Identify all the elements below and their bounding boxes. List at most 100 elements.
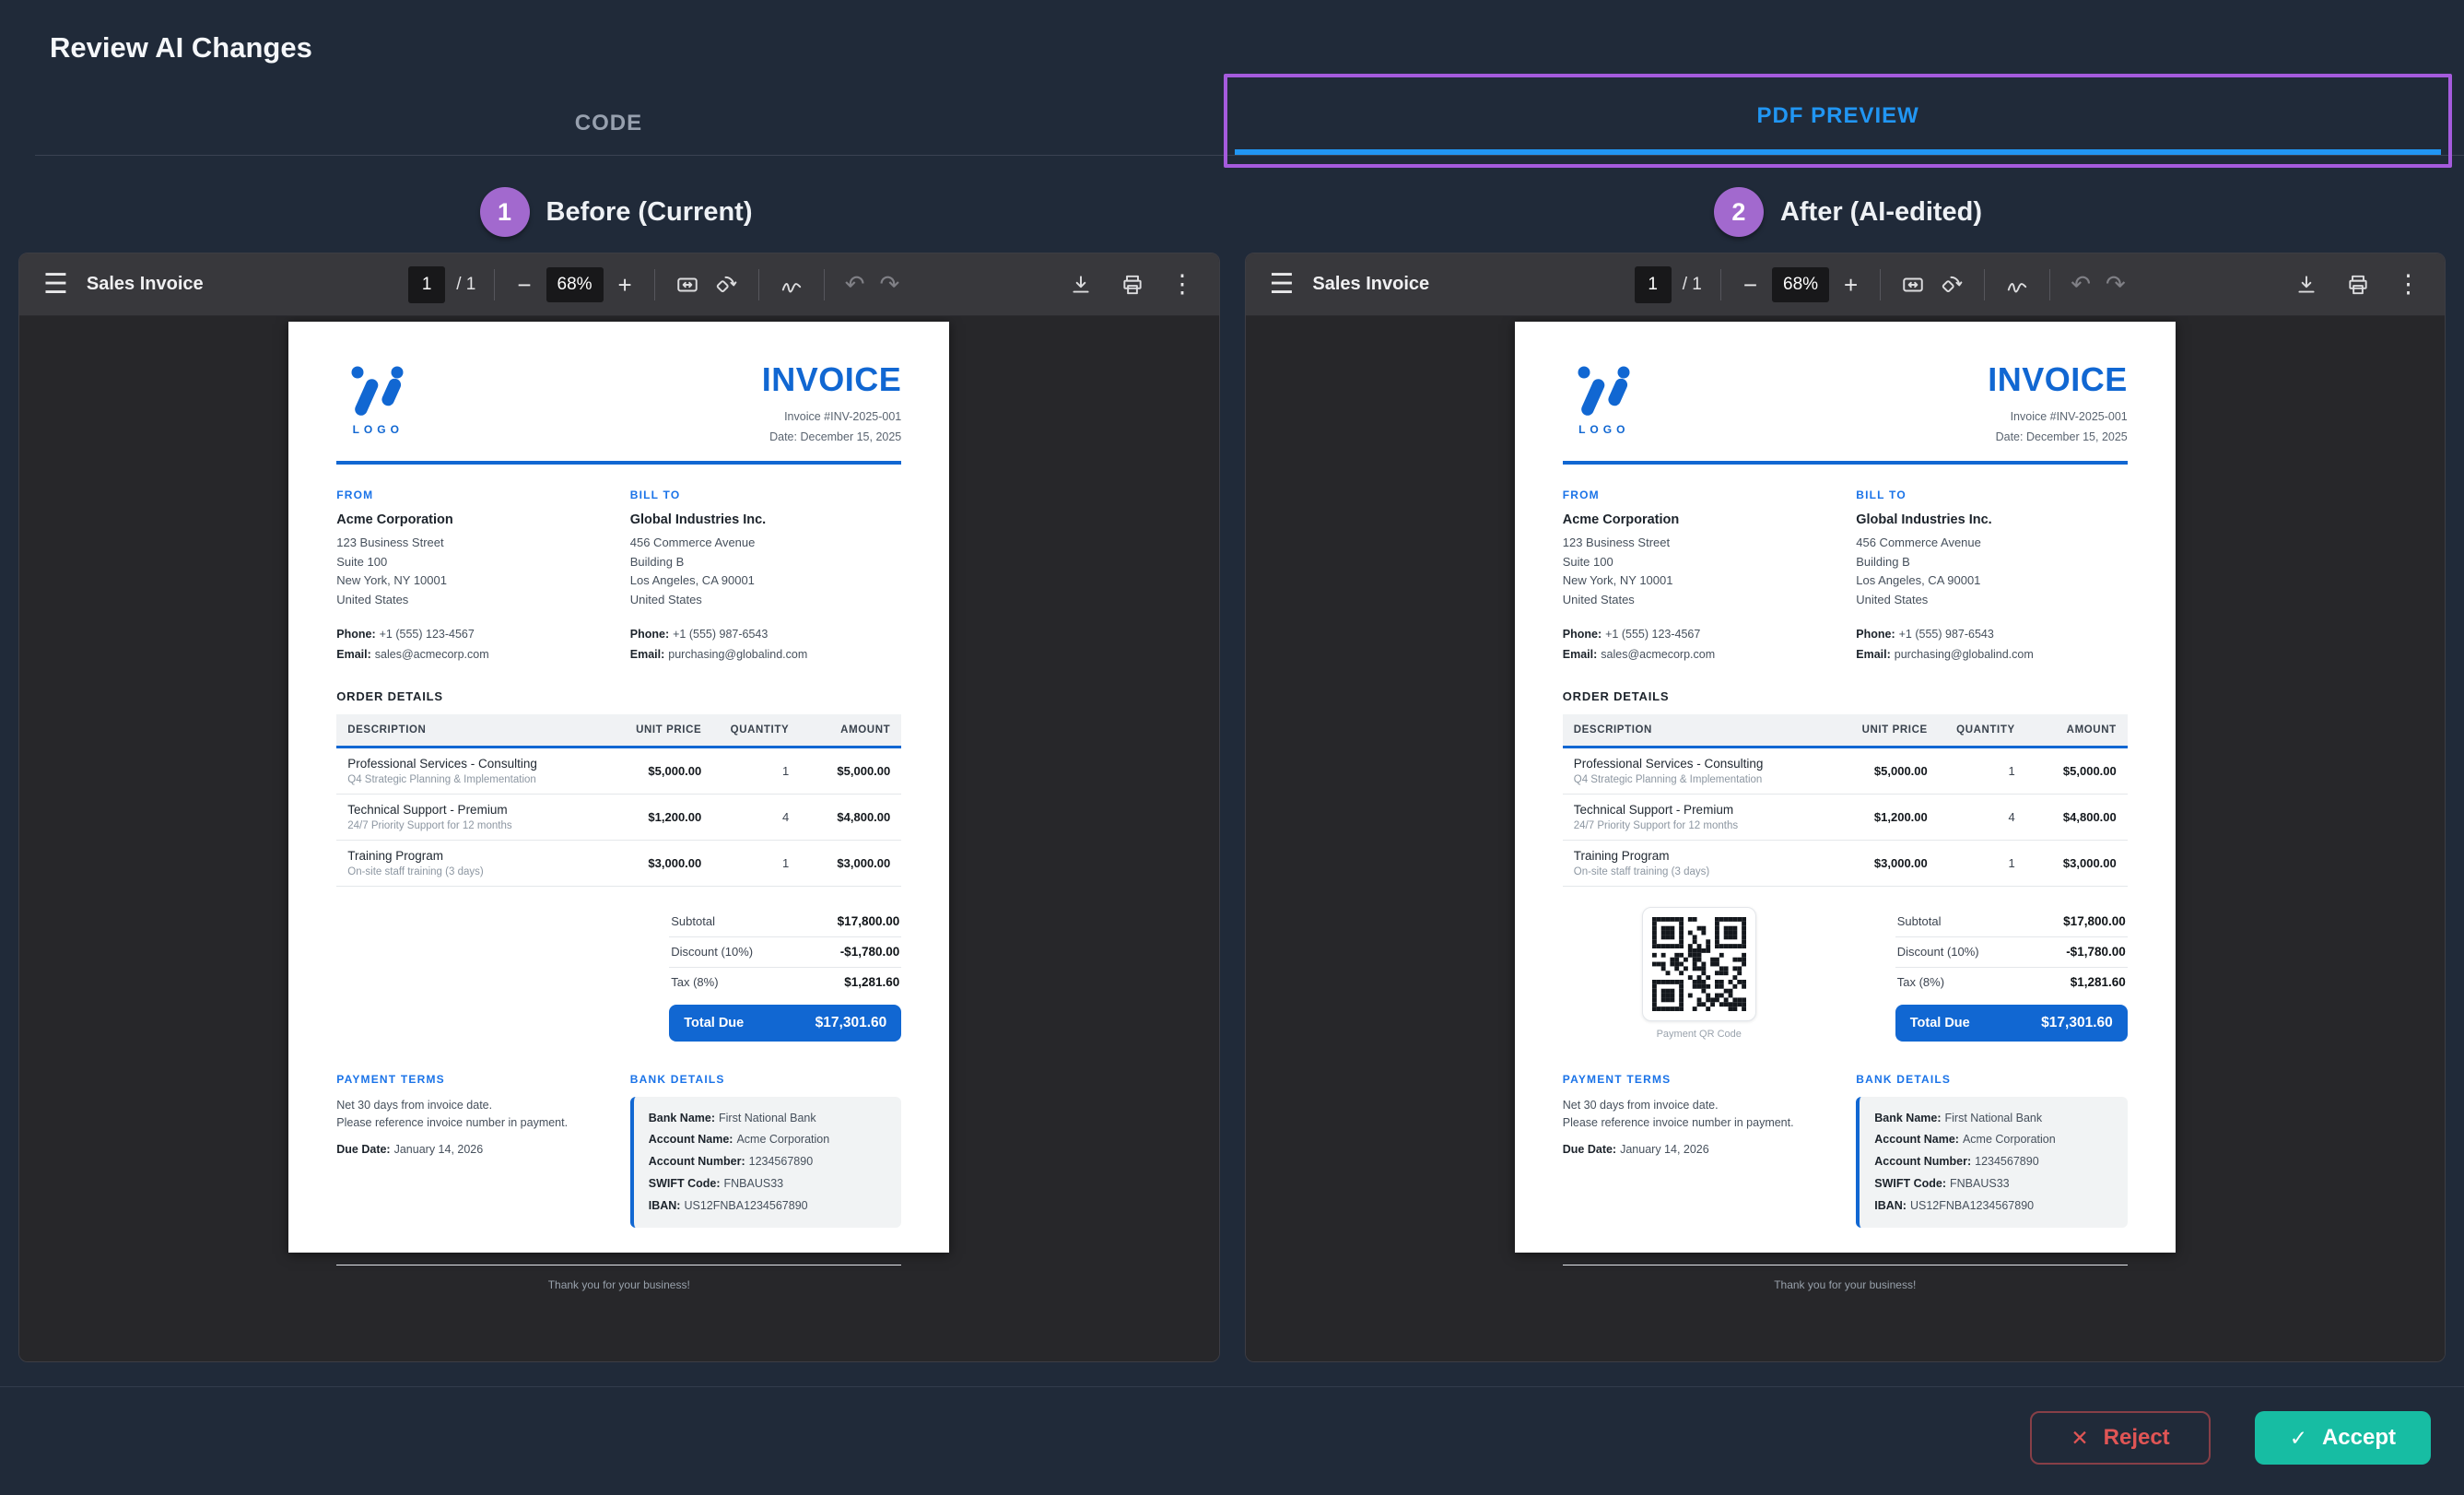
undo-icon[interactable]: ↶ — [2071, 270, 2091, 298]
parties-section: FROM Acme Corporation 123 Business Stree… — [336, 489, 901, 665]
company-logo: LOGO — [1563, 362, 1646, 436]
phone-value: +1 (555) 123-4567 — [379, 627, 475, 641]
payment-qr-code — [1641, 906, 1756, 1021]
discount-label: Discount (10%) — [671, 945, 754, 959]
invoice-title: INVOICE — [761, 360, 902, 398]
bank-field-value: First National Bank — [1944, 1111, 2043, 1124]
due-date-label: Due Date: — [336, 1143, 391, 1157]
rotate-icon[interactable] — [712, 271, 740, 299]
kebab-menu-icon[interactable]: ⋮ — [1169, 270, 1195, 298]
from-name: Acme Corporation — [336, 512, 453, 527]
bank-field-value: FNBAUS33 — [1950, 1176, 2010, 1190]
zoom-out-button[interactable]: − — [513, 271, 534, 299]
tax-row: Tax (8%) $1,281.60 — [669, 968, 901, 997]
tab-pdf-preview[interactable]: PDF PREVIEW — [1224, 74, 2452, 168]
pdf-scroll-area[interactable]: LOGO INVOICE Invoice #INV-2025-001 Date:… — [19, 316, 1219, 1361]
tax-row: Tax (8%) $1,281.60 — [1895, 968, 2128, 997]
logo-text: LOGO — [352, 423, 404, 436]
bank-details-label: BANK DETAILS — [1856, 1072, 1952, 1086]
active-tab-underline — [1235, 149, 2441, 155]
subtotal-value: $17,800.00 — [837, 914, 900, 929]
from-label: FROM — [1562, 488, 1600, 501]
from-phone: Phone: +1 (555) 123-4567 — [336, 625, 608, 645]
subtotal-label: Subtotal — [1896, 914, 1942, 929]
bill-to-contact: Phone: +1 (555) 987-6543 Email: purchasing… — [630, 625, 902, 665]
payment-terms-line: Please reference invoice number in payme… — [1562, 1116, 1794, 1130]
pdf-document-title: Sales Invoice — [1312, 274, 1430, 294]
item-subtext: 24/7 Priority Support for 12 months — [1573, 819, 1739, 831]
reject-button[interactable]: ✕ Reject — [2030, 1411, 2211, 1465]
download-icon[interactable] — [2293, 271, 2320, 299]
bill-to-phone: Phone: +1 (555) 987-6543 — [1856, 625, 2128, 645]
bill-to-label: BILL TO — [1856, 488, 1907, 501]
accept-button[interactable]: ✓ Accept — [2254, 1411, 2431, 1465]
kebab-menu-icon[interactable]: ⋮ — [2396, 270, 2421, 298]
due-date-value: January 14, 2026 — [1620, 1143, 1709, 1157]
bill-to-address-line: Building B — [1856, 554, 1910, 569]
total-due-label: Total Due — [684, 1015, 745, 1030]
toolbar-center-group: / 1 − 68% + — [290, 265, 1020, 303]
zoom-in-button[interactable]: + — [1840, 271, 1861, 299]
payment-terms-line: Net 30 days from invoice date. — [1562, 1098, 1719, 1112]
tab-code[interactable]: CODE — [574, 111, 643, 135]
bill-to-email: Email: purchasing@globalind.com — [1856, 645, 2128, 665]
print-icon[interactable] — [1119, 271, 1146, 299]
bill-to-contact: Phone: +1 (555) 987-6543 Email: purchasing… — [1856, 625, 2128, 665]
from-block: FROM Acme Corporation 123 Business Stree… — [336, 489, 608, 665]
print-icon[interactable] — [2344, 271, 2372, 299]
close-icon: ✕ — [2071, 1425, 2089, 1450]
invoice-page: LOGO INVOICE Invoice #INV-2025-001 Date:… — [288, 322, 950, 1291]
email-label: Email: — [1856, 647, 1891, 661]
col-header-description: DESCRIPTION — [1573, 724, 1652, 736]
order-details-label: ORDER DETAILS — [1562, 689, 1670, 703]
bank-field-label: Bank Name: — [648, 1111, 715, 1124]
page-number-input[interactable] — [1634, 265, 1672, 303]
table-row: Training Program On-site staff training … — [1562, 841, 2128, 887]
total-due-value: $17,301.60 — [2041, 1014, 2113, 1030]
fit-width-icon[interactable] — [674, 271, 701, 299]
phone-label: Phone: — [336, 627, 376, 641]
iban: IBAN: US12FNBA1234567890 — [1874, 1195, 2113, 1218]
page-title: Review AI Changes — [50, 31, 312, 64]
email-label: Email: — [1562, 647, 1598, 661]
order-table: DESCRIPTION UNIT PRICE QUANTITY AMOUNT P… — [336, 713, 902, 887]
after-viewer-slot: ☰ Sales Invoice / 1 − 68% + — [1244, 253, 2446, 1362]
item-title: Technical Support - Premium — [347, 802, 508, 817]
invoice-header: LOGO INVOICE Invoice #INV-2025-001 Date:… — [336, 362, 901, 448]
menu-icon[interactable]: ☰ — [43, 268, 68, 300]
due-date: Due Date: January 14, 2026 — [1563, 1143, 1835, 1156]
accept-button-label: Accept — [2321, 1425, 2396, 1450]
totals-block: Subtotal $17,800.00 Discount (10%) -$1,7… — [669, 907, 902, 1042]
iban: IBAN: US12FNBA1234567890 — [649, 1195, 887, 1218]
zoom-out-button[interactable]: − — [1740, 271, 1761, 299]
draw-annotate-icon[interactable] — [2003, 271, 2031, 299]
fit-width-icon[interactable] — [1899, 271, 1927, 299]
col-header-unit-price: UNIT PRICE — [636, 724, 702, 736]
parties-section: FROM Acme Corporation 123 Business Stree… — [1563, 489, 2128, 665]
item-unit-price: $3,000.00 — [648, 855, 702, 870]
invoice-meta: Invoice #INV-2025-001 Date: December 15,… — [1988, 406, 2128, 448]
bill-to-address-line: Los Angeles, CA 90001 — [629, 573, 755, 588]
phone-value: +1 (555) 987-6543 — [1898, 627, 1994, 641]
download-icon[interactable] — [1067, 271, 1095, 299]
draw-annotate-icon[interactable] — [778, 271, 805, 299]
undo-icon[interactable]: ↶ — [844, 270, 865, 298]
item-amount: $5,000.00 — [837, 763, 891, 778]
bill-to-address-line: Los Angeles, CA 90001 — [1856, 573, 1981, 588]
item-subtext: On-site staff training (3 days) — [1573, 865, 1710, 877]
page-number-input[interactable] — [408, 265, 446, 303]
totals-block: Subtotal $17,800.00 Discount (10%) -$1,7… — [1895, 907, 2128, 1042]
bank-field-value: Acme Corporation — [1962, 1133, 2056, 1147]
zoom-in-button[interactable]: + — [615, 271, 636, 299]
redo-icon[interactable]: ↷ — [879, 270, 900, 298]
subtotal-row: Subtotal $17,800.00 — [1895, 907, 2128, 937]
menu-icon[interactable]: ☰ — [1269, 268, 1295, 300]
bank-details-block: BANK DETAILS Bank Name: First National Ba… — [1856, 1073, 2128, 1229]
due-date: Due Date: January 14, 2026 — [336, 1143, 608, 1156]
before-viewer-slot: ☰ Sales Invoice / 1 − 68% + — [18, 253, 1220, 1362]
pdf-scroll-area[interactable]: LOGO INVOICE Invoice #INV-2025-001 Date:… — [1245, 316, 2445, 1361]
before-heading: 1 Before (Current) — [0, 171, 1232, 253]
rotate-icon[interactable] — [1938, 271, 1965, 299]
action-bar: ✕ Reject ✓ Accept — [0, 1387, 2464, 1465]
redo-icon[interactable]: ↷ — [2106, 270, 2126, 298]
